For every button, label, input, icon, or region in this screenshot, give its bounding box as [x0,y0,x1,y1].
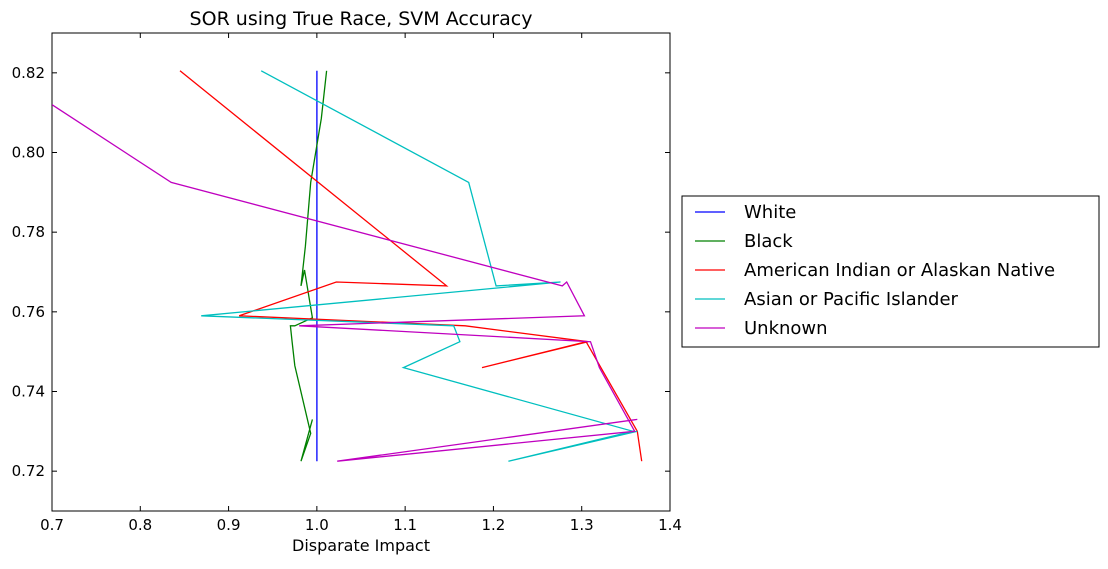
y-tick-label: 0.80 [12,144,45,162]
x-tick-label: 1.1 [393,516,417,534]
y-tick-label: 0.72 [12,462,45,480]
legend-label-4: Unknown [744,318,828,339]
y-tick-label: 0.76 [12,303,45,321]
legend-label-2: American Indian or Alaskan Native [744,260,1055,281]
x-tick-label: 1.4 [658,516,682,534]
x-tick-label: 0.9 [217,516,241,534]
series-line-4 [52,104,638,462]
x-tick-label: 0.8 [128,516,152,534]
legend: White Black American Indian or Alaskan Nat… [681,195,1100,348]
x-tick-label: 0.7 [40,516,64,534]
plot-frame [51,32,671,512]
y-tick-label: 0.82 [12,64,45,82]
legend-label-0: White [744,202,796,223]
x-axis-label: Disparate Impact [292,536,430,555]
legend-label-3: Asian or Pacific Islander [744,289,959,310]
chart-title: SOR using True Race, SVM Accuracy [190,8,533,30]
y-tick-label: 0.78 [12,223,45,241]
series-line-2 [179,70,643,462]
series-line-3 [201,70,638,462]
y-tick-label: 0.74 [12,383,45,401]
series-line-1 [289,70,328,462]
x-tick-label: 1.2 [481,516,505,534]
plot-area: 0.7 0.8 0.9 1.0 1.1 1.2 1.3 1.4 0.72 0.74 0.76 0.78… [12,32,682,534]
x-tick-label: 1.0 [305,516,329,534]
legend-label-1: Black [744,231,793,252]
legend-box [681,195,1100,348]
x-tick-label: 1.3 [570,516,594,534]
